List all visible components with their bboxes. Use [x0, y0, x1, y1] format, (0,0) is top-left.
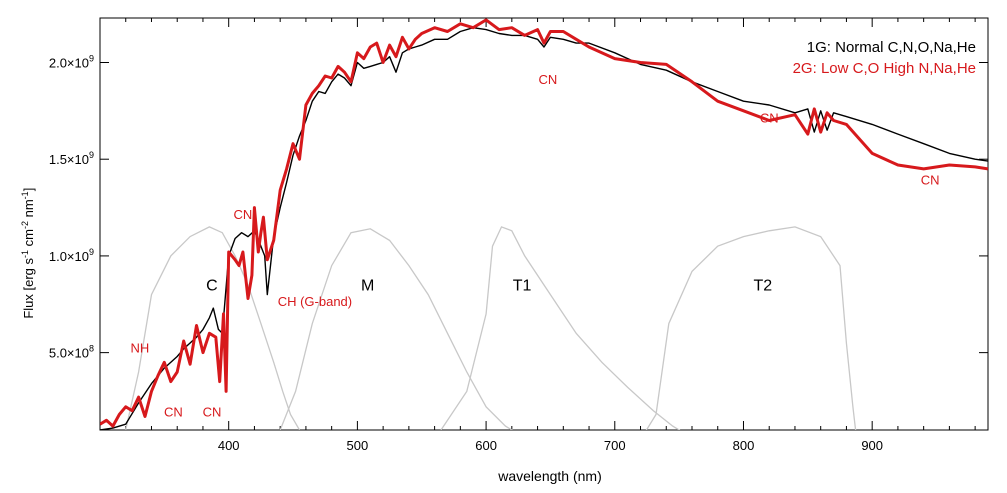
filter-curve-c — [125, 226, 301, 430]
filter-curve-t2 — [645, 226, 857, 430]
legend: 1G: Normal C,N,O,Na,He 2G: Low C,O High N… — [793, 39, 976, 77]
annotation-label: CN — [760, 110, 779, 125]
annotation-label: M — [361, 278, 374, 295]
x-tick-label: 900 — [861, 438, 883, 453]
annotation-label: T2 — [753, 278, 772, 295]
annotation-label: C — [206, 278, 218, 295]
annotation-label: CN — [203, 404, 222, 419]
legend-entry: 1G: Normal C,N,O,Na,He — [807, 39, 976, 56]
y-axis-label: Flux [erg s-1 cm-2 nm-1] — [19, 187, 37, 319]
filter-curve-m — [279, 228, 514, 430]
filter-curve-t1 — [440, 226, 681, 430]
axis-ticks: 400 500 600 700 800 900 5.0×108 1.0×109 1.5×109 2… — [49, 18, 988, 453]
x-tick-label: 700 — [604, 438, 626, 453]
filter-curves — [125, 226, 857, 430]
x-tick-label: 800 — [733, 438, 755, 453]
plot-frame — [99, 17, 989, 431]
annotation-label: T1 — [513, 278, 532, 295]
legend-entry: 2G: Low C,O High N,Na,He — [793, 60, 976, 77]
annotation-label: NH — [131, 341, 150, 356]
x-axis-label: wavelength (nm) — [498, 468, 602, 484]
annotations: NH CN CN CN CH (G-band) CN CN CN C M T1 T2 — [131, 72, 940, 420]
x-tick-label: 600 — [475, 438, 497, 453]
annotation-label: CN — [233, 207, 252, 222]
y-tick-label: 2.0×109 — [49, 53, 94, 70]
annotation-label: CN — [921, 172, 940, 187]
y-tick-label: 1.5×109 — [49, 150, 94, 167]
y-tick-label: 5.0×108 — [49, 344, 94, 361]
annotation-label: CH (G-band) — [278, 294, 352, 309]
x-tick-label: 400 — [218, 438, 240, 453]
x-tick-label: 500 — [347, 438, 369, 453]
series-2g-line — [100, 18, 988, 428]
spectra-lines — [100, 18, 988, 430]
series-1g-line — [100, 27, 988, 430]
annotation-label: CN — [164, 404, 183, 419]
y-tick-label: 1.0×109 — [49, 247, 94, 264]
annotation-label: CN — [538, 72, 557, 87]
